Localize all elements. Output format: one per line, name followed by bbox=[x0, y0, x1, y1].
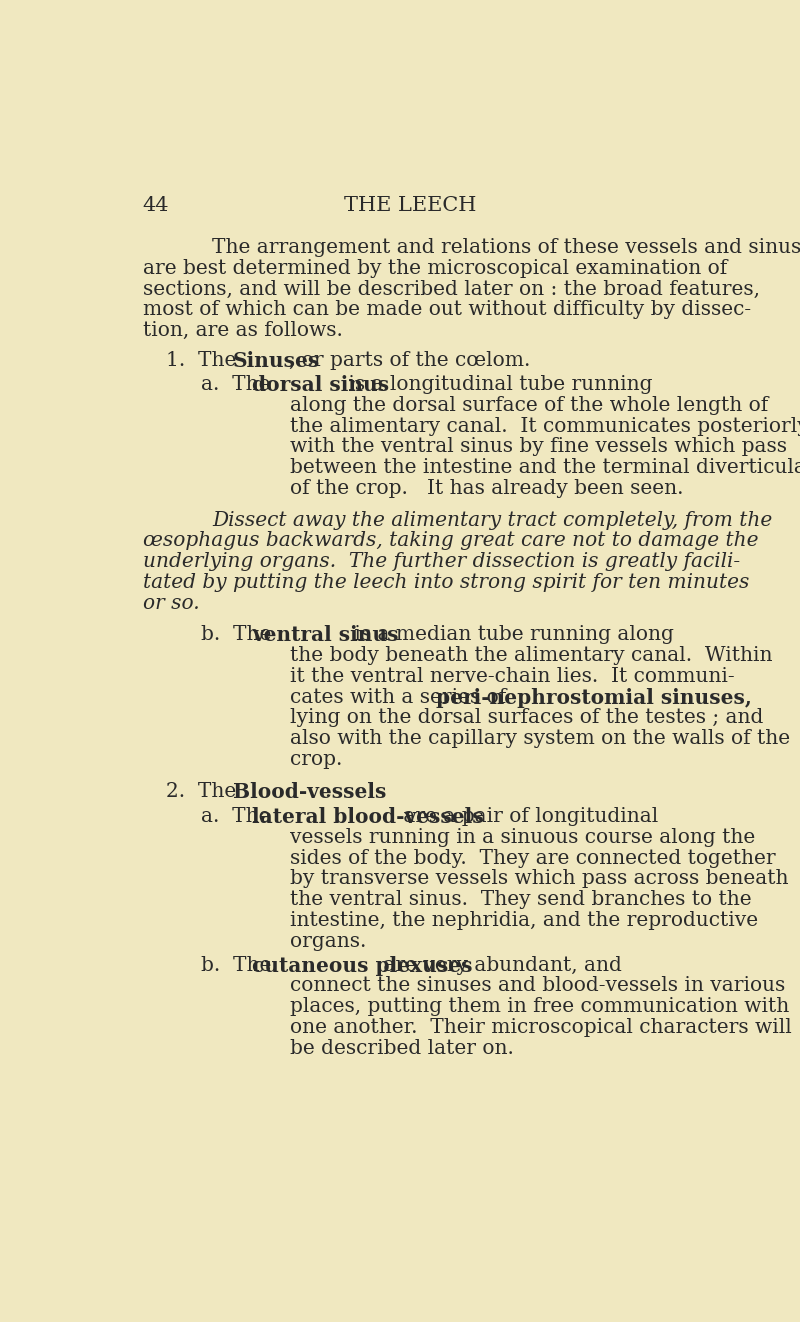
Text: crop.: crop. bbox=[290, 750, 342, 769]
Text: œsophagus backwards, taking great care not to damage the: œsophagus backwards, taking great care n… bbox=[142, 531, 758, 550]
Text: of the crop.   It has already been seen.: of the crop. It has already been seen. bbox=[290, 479, 683, 498]
Text: one another.  Their microscopical characters will: one another. Their microscopical charact… bbox=[290, 1018, 792, 1036]
Text: 2.  The: 2. The bbox=[166, 781, 242, 801]
Text: by transverse vessels which pass across beneath: by transverse vessels which pass across … bbox=[290, 870, 788, 888]
Text: places, putting them in free communication with: places, putting them in free communicati… bbox=[290, 997, 789, 1017]
Text: Dissect away the alimentary tract completely, from the: Dissect away the alimentary tract comple… bbox=[212, 510, 773, 530]
Text: organs.: organs. bbox=[290, 932, 366, 951]
Text: are very abundant, and: are very abundant, and bbox=[378, 956, 622, 974]
Text: the ventral sinus.  They send branches to the: the ventral sinus. They send branches to… bbox=[290, 890, 751, 910]
Text: connect the sinuses and blood-vessels in various: connect the sinuses and blood-vessels in… bbox=[290, 977, 785, 995]
Text: the body beneath the alimentary canal.  Within: the body beneath the alimentary canal. W… bbox=[290, 646, 772, 665]
Text: is a longitudinal tube running: is a longitudinal tube running bbox=[342, 375, 652, 394]
Text: cutaneous plexuses: cutaneous plexuses bbox=[252, 956, 472, 976]
Text: it the ventral nerve-chain lies.  It communi-: it the ventral nerve-chain lies. It comm… bbox=[290, 666, 734, 686]
Text: tated by putting the leech into strong spirit for ten minutes: tated by putting the leech into strong s… bbox=[142, 572, 749, 592]
Text: or so.: or so. bbox=[142, 594, 199, 612]
Text: 44: 44 bbox=[142, 196, 169, 214]
Text: also with the capillary system on the walls of the: also with the capillary system on the wa… bbox=[290, 730, 790, 748]
Text: lying on the dorsal surfaces of the testes ; and: lying on the dorsal surfaces of the test… bbox=[290, 709, 763, 727]
Text: .: . bbox=[324, 781, 330, 801]
Text: peri-nephrostomial sinuses,: peri-nephrostomial sinuses, bbox=[436, 687, 752, 707]
Text: is a median tube running along: is a median tube running along bbox=[348, 625, 674, 644]
Text: b.  The: b. The bbox=[201, 625, 278, 644]
Text: between the intestine and the terminal diverticula: between the intestine and the terminal d… bbox=[290, 459, 800, 477]
Text: with the ventral sinus by fine vessels which pass: with the ventral sinus by fine vessels w… bbox=[290, 438, 787, 456]
Text: be described later on.: be described later on. bbox=[290, 1039, 514, 1058]
Text: along the dorsal surface of the whole length of: along the dorsal surface of the whole le… bbox=[290, 395, 768, 415]
Text: lateral blood-vessels: lateral blood-vessels bbox=[252, 806, 483, 828]
Text: sides of the body.  They are connected together: sides of the body. They are connected to… bbox=[290, 849, 775, 867]
Text: cates with a series of: cates with a series of bbox=[290, 687, 513, 707]
Text: most of which can be made out without difficulty by dissec-: most of which can be made out without di… bbox=[142, 300, 750, 320]
Text: are best determined by the microscopical examination of: are best determined by the microscopical… bbox=[142, 259, 727, 278]
Text: sections, and will be described later on : the broad features,: sections, and will be described later on… bbox=[142, 279, 760, 299]
Text: tion, are as follows.: tion, are as follows. bbox=[142, 321, 342, 340]
Text: vessels running in a sinuous course along the: vessels running in a sinuous course alon… bbox=[290, 828, 755, 847]
Text: , or parts of the cœlom.: , or parts of the cœlom. bbox=[289, 352, 530, 370]
Text: Sinuses: Sinuses bbox=[233, 352, 320, 371]
Text: intestine, the nephridia, and the reproductive: intestine, the nephridia, and the reprod… bbox=[290, 911, 758, 929]
Text: underlying organs.  The further dissection is greatly facili-: underlying organs. The further dissectio… bbox=[142, 553, 740, 571]
Text: a.  The: a. The bbox=[201, 375, 277, 394]
Text: THE LEECH: THE LEECH bbox=[344, 196, 476, 214]
Text: are a pair of longitudinal: are a pair of longitudinal bbox=[397, 806, 658, 826]
Text: dorsal sinus: dorsal sinus bbox=[252, 375, 389, 395]
Text: The arrangement and relations of these vessels and sinuses: The arrangement and relations of these v… bbox=[212, 238, 800, 256]
Text: 1.  The: 1. The bbox=[166, 352, 242, 370]
Text: the alimentary canal.  It communicates posteriorly: the alimentary canal. It communicates po… bbox=[290, 416, 800, 435]
Text: a.  The: a. The bbox=[201, 806, 277, 826]
Text: ventral sinus: ventral sinus bbox=[252, 625, 398, 645]
Text: Blood-vessels: Blood-vessels bbox=[233, 781, 386, 801]
Text: b.  The: b. The bbox=[201, 956, 278, 974]
